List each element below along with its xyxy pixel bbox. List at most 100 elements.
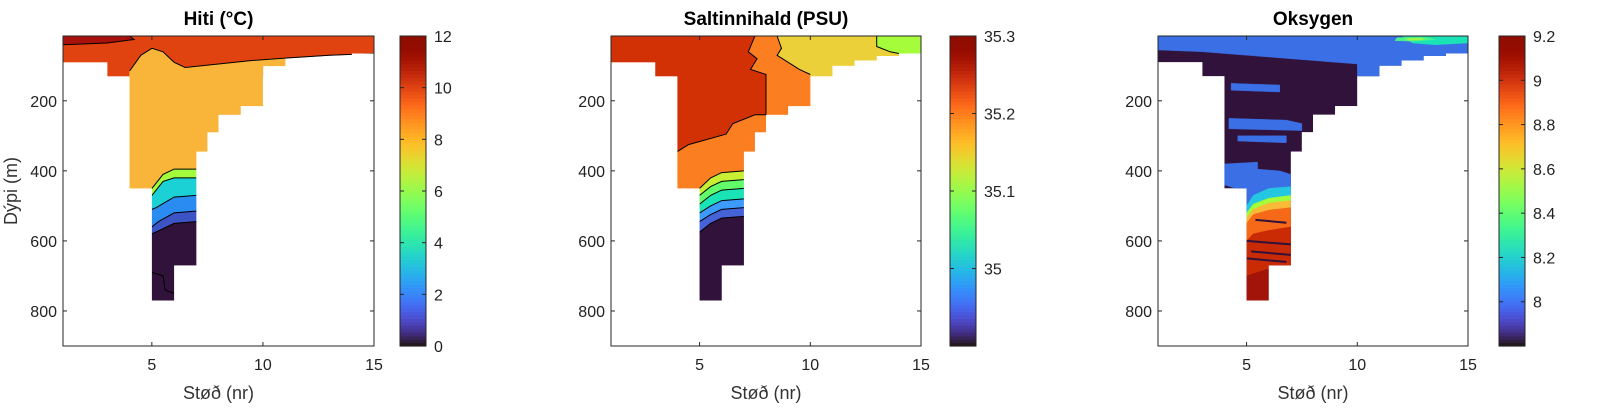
colorbar-band [1499,253,1525,258]
colorbar-band [1499,53,1525,58]
colorbar-band [1499,60,1525,65]
colorbar-band [950,328,976,333]
colorbar-band [400,73,426,78]
colorbar-band [950,228,976,233]
colorbar-band [1499,122,1525,127]
y-tick-label-3: 600 [30,234,57,251]
contour-line-2 [129,47,374,72]
chart-panel-1: Hiti (°C) 5 10 15 200 400 600 800 Støð (nr) Dýpi … [1,9,452,403]
contour-line-4 [699,170,744,189]
colorbar-band [400,208,426,213]
colorbar-band [950,294,976,299]
colorbar-band [950,77,976,82]
contour-line-4 [151,177,197,196]
colorbar-band [1499,342,1525,347]
y-tick-label-4: 800 [1125,304,1152,321]
colorbar-band [400,204,426,209]
colorbar-band [400,232,426,237]
colorbar-band [1499,339,1525,344]
colorbar-tick-label-5: 8 [434,132,443,149]
colorbar-frame [1498,35,1526,347]
colorbar-band [1499,246,1525,251]
colorbar-band [400,142,426,147]
x-tick-label-3: 15 [912,357,930,374]
x-axis-label: Støð (nr) [1277,383,1348,403]
contour-line-8 [699,207,744,223]
colorbar-band [1499,146,1525,151]
colorbar-band [950,197,976,202]
colorbar-band [1499,184,1525,189]
colorbar-band [1499,204,1525,209]
contour-line-1 [677,36,767,153]
chart-title: Hiti (°C) [184,9,254,30]
colorbar-band [1499,118,1525,123]
colorbar-band [400,53,426,58]
x-axis-label: Støð (nr) [730,383,801,403]
colorbar-band [400,339,426,344]
colorbar-band [400,301,426,306]
colorbar-band [1499,36,1525,41]
colorbar-band [1499,211,1525,216]
colorbar-band [400,287,426,292]
colorbar-band [400,36,426,41]
colorbar-band [400,49,426,54]
x-tick-label-1: 5 [1242,357,1251,374]
colorbar-band [400,211,426,216]
colorbar-band [950,263,976,268]
colorbar-band [950,42,976,47]
colorbar-band [950,208,976,213]
colorbar-band [400,115,426,120]
colorbar-band [400,215,426,220]
colorbar-band [400,67,426,72]
colorbar-band [950,122,976,127]
colorbar-band [950,160,976,165]
colorbar-band [1499,177,1525,182]
colorbar-band [400,335,426,340]
y-tick-label-4: 800 [30,304,57,321]
colorbar-band [400,315,426,320]
colorbar-band [950,342,976,347]
colorbar-band [400,308,426,313]
field-base [1158,36,1468,301]
colorbar-band [400,194,426,199]
colorbar-band [950,242,976,247]
colorbar-band [400,156,426,161]
contour-line-6 [699,187,744,205]
colorbar-band [1499,201,1525,206]
colorbar-band [1499,208,1525,213]
colorbar-band [950,332,976,337]
colorbar-band [1499,156,1525,161]
colorbar-band [400,284,426,289]
colorbar-band [400,290,426,295]
colorbar-band [950,232,976,237]
colorbar-band [950,311,976,316]
colorbar-band [400,163,426,168]
colorbar-band [400,77,426,82]
colorbar-band [1499,129,1525,134]
colorbar-band [950,170,976,175]
colorbar-band [1499,56,1525,61]
colorbar-band [1499,228,1525,233]
colorbar-band [950,111,976,116]
colorbar-band [950,259,976,264]
colorbar-band [1499,160,1525,165]
colorbar-tick-label-1: 8 [1533,295,1542,312]
plot-frame [62,35,375,347]
colorbar-band [1499,335,1525,340]
colorbar-band [950,235,976,240]
colorbar-band [950,36,976,41]
data-field [611,36,921,301]
colorbar-band [1499,70,1525,75]
colorbar-band [1499,277,1525,282]
colorbar-band [950,56,976,61]
colorbar-band [950,132,976,137]
colorbar-tick-label-2: 8.2 [1533,250,1555,267]
colorbar-band [1499,321,1525,326]
colorbar-band [950,256,976,261]
oxygen-patch-5 [1230,83,1281,93]
colorbar-band [400,197,426,202]
colorbar-band [950,180,976,185]
colorbar-tick-label-1: 35 [984,262,1002,279]
contour-line-7 [699,198,744,214]
colorbar-band [400,118,426,123]
